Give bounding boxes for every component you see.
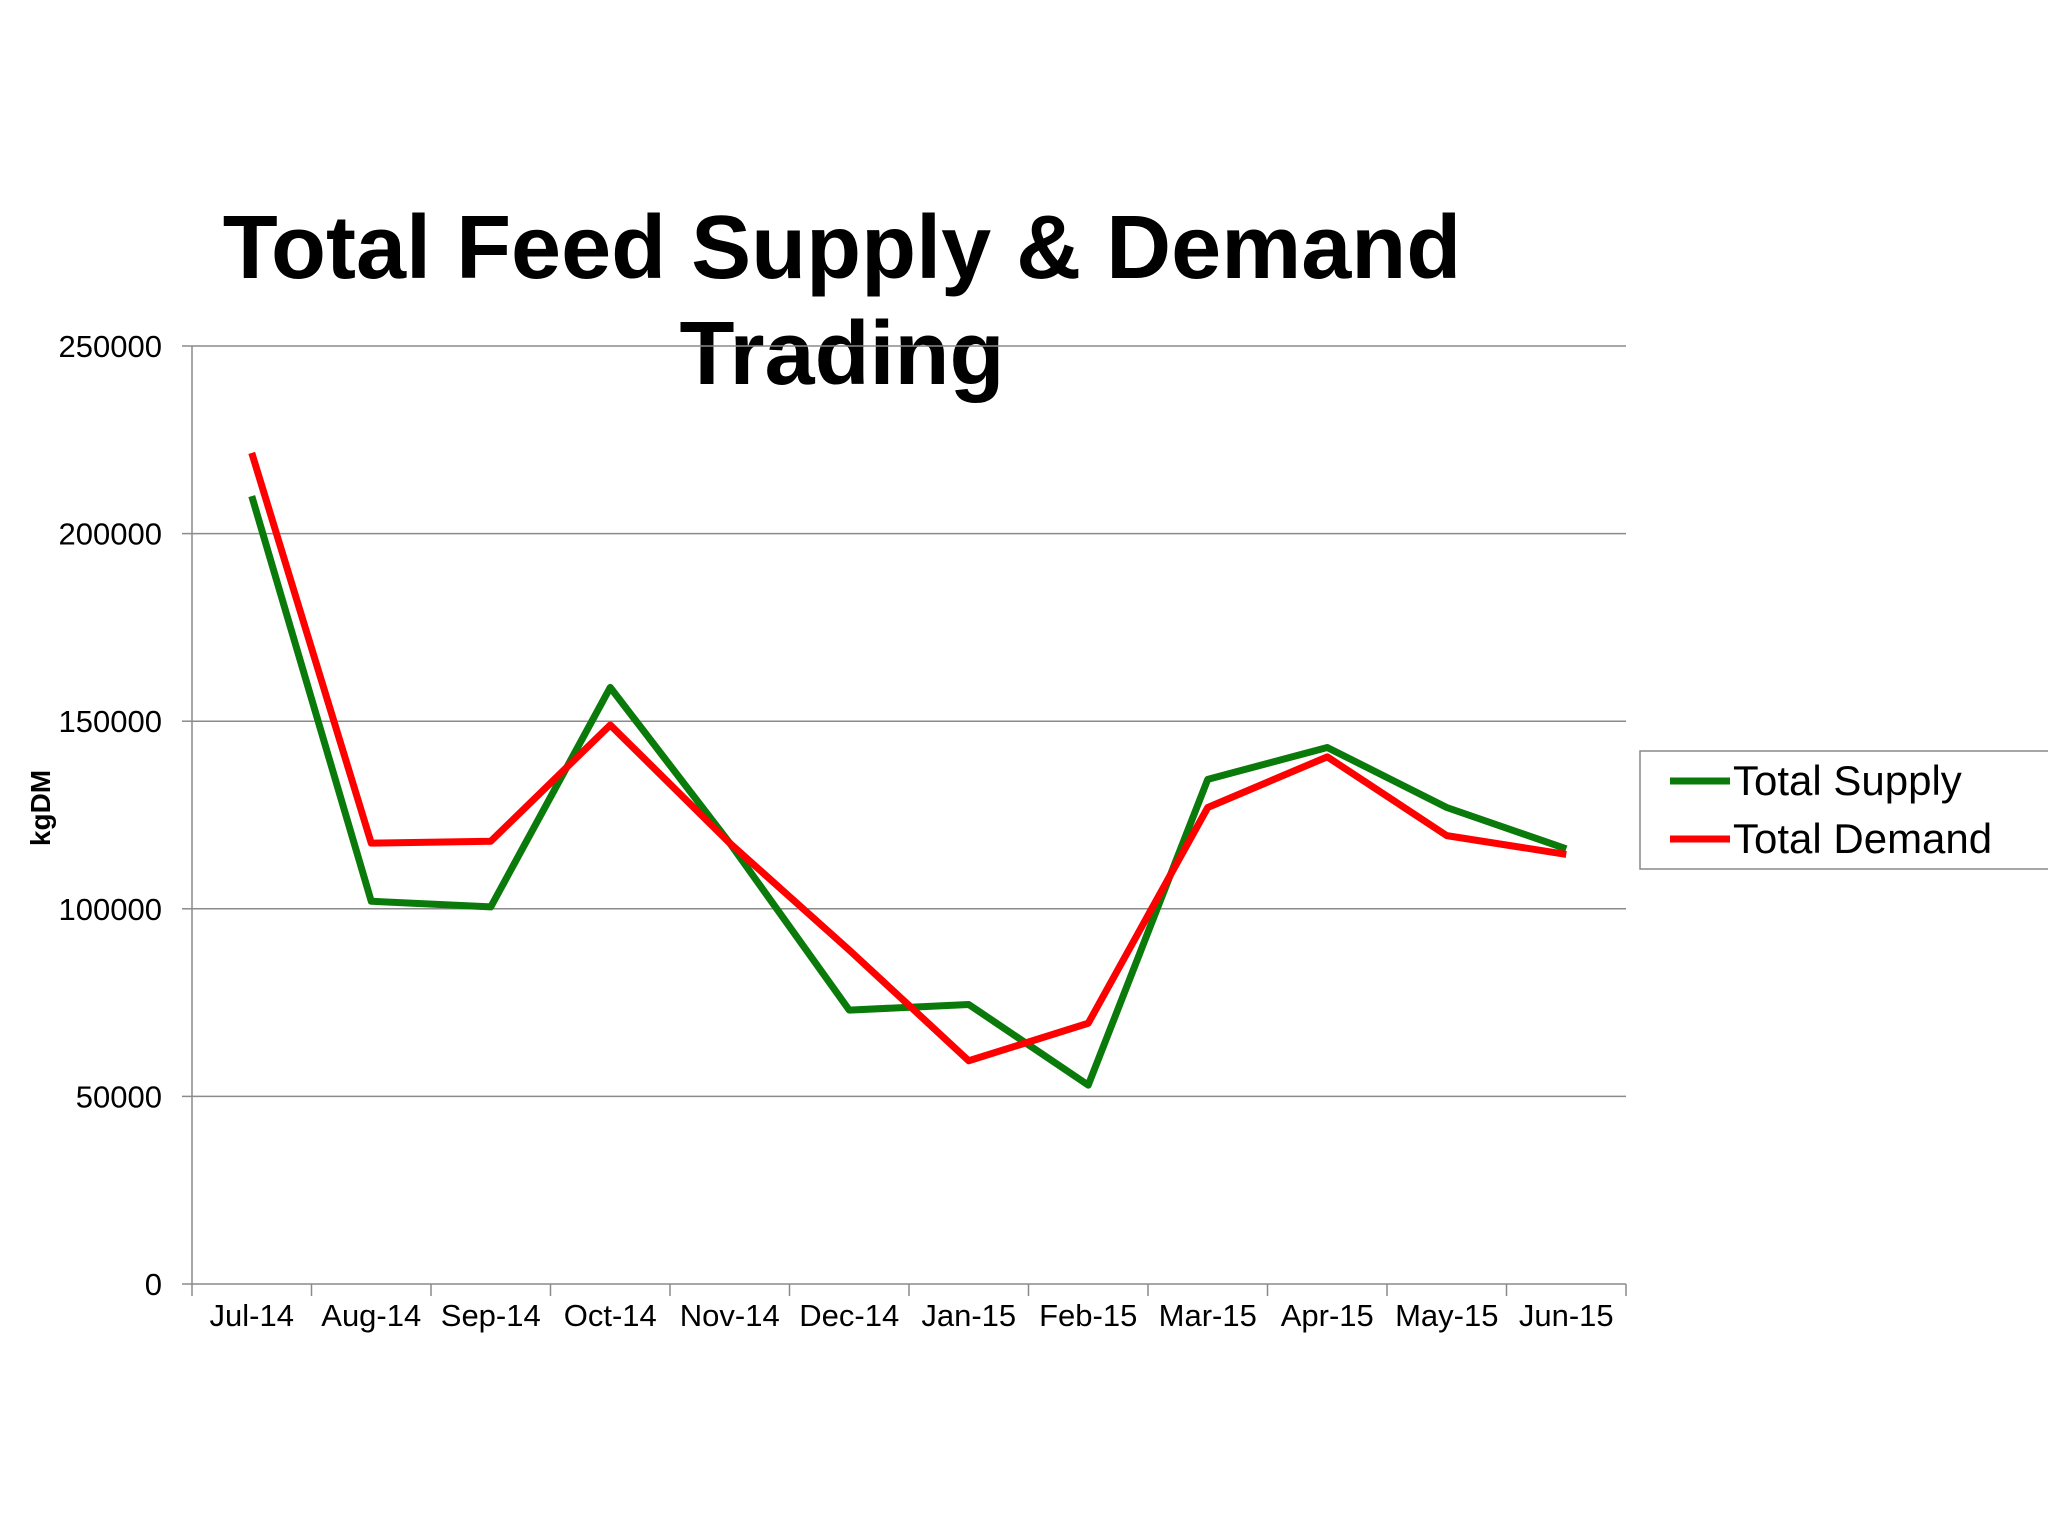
x-tick-label-aug-14: Aug-14 [321, 1298, 421, 1333]
y-tick-label-100000: 100000 [59, 892, 162, 927]
legend: Total Supply Total Demand [1639, 750, 2048, 870]
x-tick-label-oct-14: Oct-14 [564, 1298, 657, 1333]
legend-box [1639, 750, 2048, 870]
legend-label-total-demand: Total Demand [1733, 815, 1992, 862]
gridlines [192, 345, 1626, 1098]
x-tick-label-nov-14: Nov-14 [680, 1298, 780, 1333]
y-tick-labels: 0 50000 100000 150000 200000 250000 [59, 329, 162, 1302]
x-tick-label-sep-14: Sep-14 [441, 1298, 541, 1333]
chart-title-line-1: Total Feed Supply & Demand [223, 198, 1461, 298]
y-tick-label-200000: 200000 [59, 517, 162, 552]
x-tick-label-mar-15: Mar-15 [1159, 1298, 1257, 1333]
y-axis-title: kgDM [25, 770, 56, 846]
legend-label-total-supply: Total Supply [1733, 757, 1962, 804]
x-tick-label-feb-15: Feb-15 [1039, 1298, 1137, 1333]
series-line-total-supply [248, 495, 1568, 1089]
y-tick-label-150000: 150000 [59, 704, 162, 739]
x-tick-labels: Jul-14 Aug-14 Sep-14 Oct-14 Nov-14 Dec-14 Jan-… [210, 1298, 1614, 1333]
axes [182, 345, 1627, 1296]
series-lines [248, 451, 1568, 1089]
chart-title-line-2: Trading [679, 304, 1004, 404]
x-tick-label-jul-14: Jul-14 [210, 1298, 294, 1333]
x-tick-label-jan-15: Jan-15 [921, 1298, 1016, 1333]
chart-title: Total Feed Supply & Demand Trading [223, 198, 1461, 404]
y-tick-label-250000: 250000 [59, 329, 162, 364]
x-tick-label-may-15: May-15 [1395, 1298, 1498, 1333]
x-tick-label-dec-14: Dec-14 [799, 1298, 899, 1333]
x-tick-label-apr-15: Apr-15 [1281, 1298, 1374, 1333]
y-tick-label-50000: 50000 [76, 1079, 162, 1114]
series-line-total-demand [248, 451, 1567, 1065]
y-tick-label-0: 0 [145, 1267, 162, 1302]
x-tick-label-jun-15: Jun-15 [1519, 1298, 1614, 1333]
